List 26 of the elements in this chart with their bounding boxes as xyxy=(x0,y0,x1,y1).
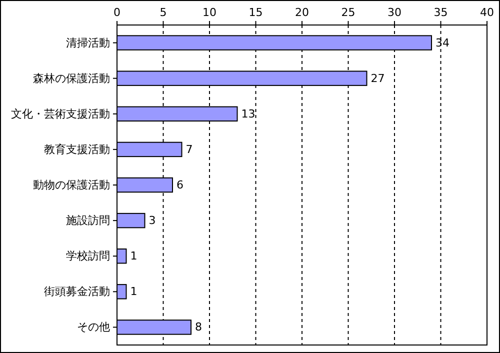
data-label: 8 xyxy=(195,320,202,334)
y-tick-label: 教育支援活動 xyxy=(44,142,110,156)
y-tick-label: 森林の保護活動 xyxy=(33,72,110,85)
y-tick-label: 学校訪問 xyxy=(66,250,110,263)
data-label: 7 xyxy=(186,142,193,156)
x-tick-label: 40 xyxy=(480,6,494,19)
y-tick-label: 清掃活動 xyxy=(66,36,110,50)
x-tick-label: 10 xyxy=(202,6,216,19)
x-tick-label: 15 xyxy=(248,6,263,19)
x-tick-label: 20 xyxy=(295,6,309,19)
y-tick-label: 動物の保護活動 xyxy=(33,178,110,192)
data-label: 1 xyxy=(130,250,138,263)
x-tick-label: 35 xyxy=(434,6,448,19)
y-tick-label: 文化・芸術支援活動 xyxy=(11,107,110,120)
data-label: 13 xyxy=(241,107,256,120)
x-tick-label: 30 xyxy=(388,6,402,19)
y-tick-label: 街頭募金活動 xyxy=(44,285,110,298)
data-label: 27 xyxy=(370,72,385,85)
data-label: 3 xyxy=(148,214,156,228)
x-tick-label: 0 xyxy=(114,6,120,19)
x-tick-label: 5 xyxy=(160,6,167,19)
data-label: 1 xyxy=(130,285,138,298)
y-tick-label: その他 xyxy=(77,320,110,334)
x-tick-label: 25 xyxy=(341,6,356,19)
data-label: 6 xyxy=(176,178,184,192)
y-tick-label: 施設訪問 xyxy=(66,214,110,228)
